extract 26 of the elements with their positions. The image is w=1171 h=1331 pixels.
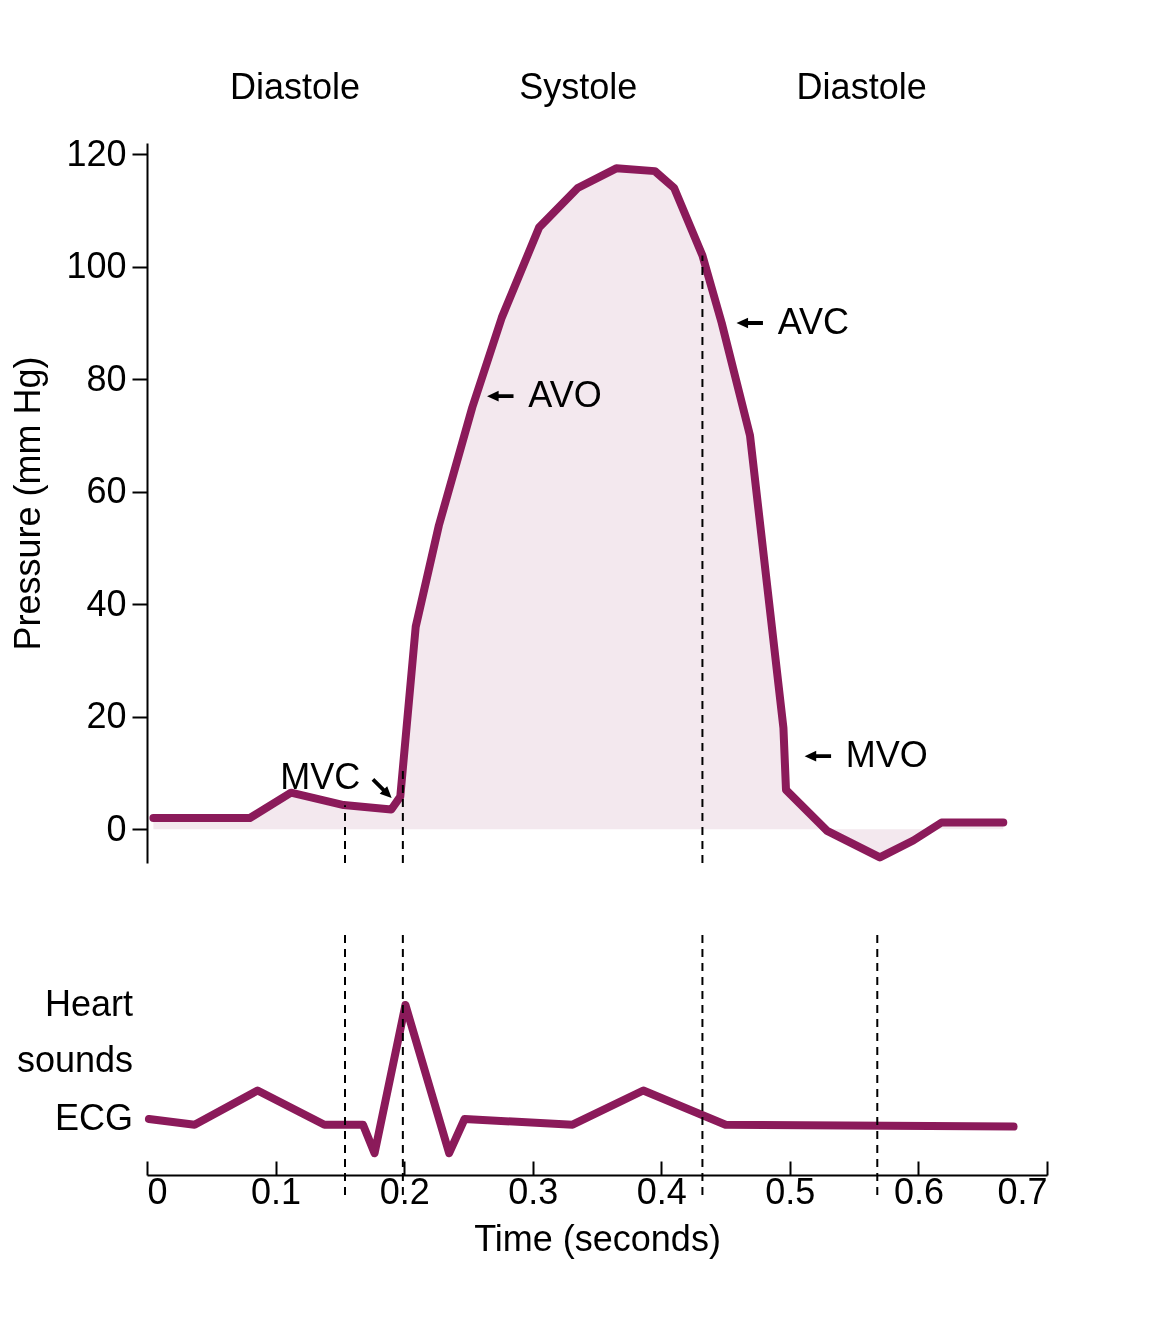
x-tick-label: 0.6 bbox=[893, 1170, 944, 1212]
text: Diastole bbox=[796, 66, 927, 107]
text: Systole bbox=[519, 66, 638, 107]
y-tick-label: 20 bbox=[86, 695, 127, 737]
text: Diastole bbox=[230, 66, 361, 107]
y-tick-label: 80 bbox=[86, 357, 127, 399]
x-axis-title: Time (seconds) bbox=[474, 1217, 721, 1259]
x-tick-label: 0.3 bbox=[508, 1170, 559, 1212]
x-tick-label: 0.7 bbox=[997, 1170, 1048, 1212]
x-tick-label: 0.5 bbox=[765, 1170, 816, 1212]
text: Heart sounds bbox=[16, 983, 133, 1080]
x-tick-label: 0.2 bbox=[379, 1170, 430, 1212]
annotation: MVC bbox=[280, 755, 361, 797]
text: ECG bbox=[54, 1097, 133, 1138]
annotation: MVO bbox=[845, 734, 928, 776]
y-tick-label: 0 bbox=[106, 807, 127, 849]
annotation: AVO bbox=[528, 374, 602, 416]
y-tick-label: 120 bbox=[66, 132, 127, 174]
x-tick-label: 0 bbox=[147, 1170, 168, 1212]
y-tick-label: 40 bbox=[86, 582, 127, 624]
x-tick-label: 0.1 bbox=[251, 1170, 302, 1212]
x-tick-label: 0.4 bbox=[636, 1170, 687, 1212]
y-tick-label: 60 bbox=[86, 470, 127, 512]
y-axis-title: Pressure (mm Hg) bbox=[7, 356, 49, 651]
annotation: AVC bbox=[777, 301, 850, 342]
y-tick-label: 100 bbox=[66, 245, 127, 287]
